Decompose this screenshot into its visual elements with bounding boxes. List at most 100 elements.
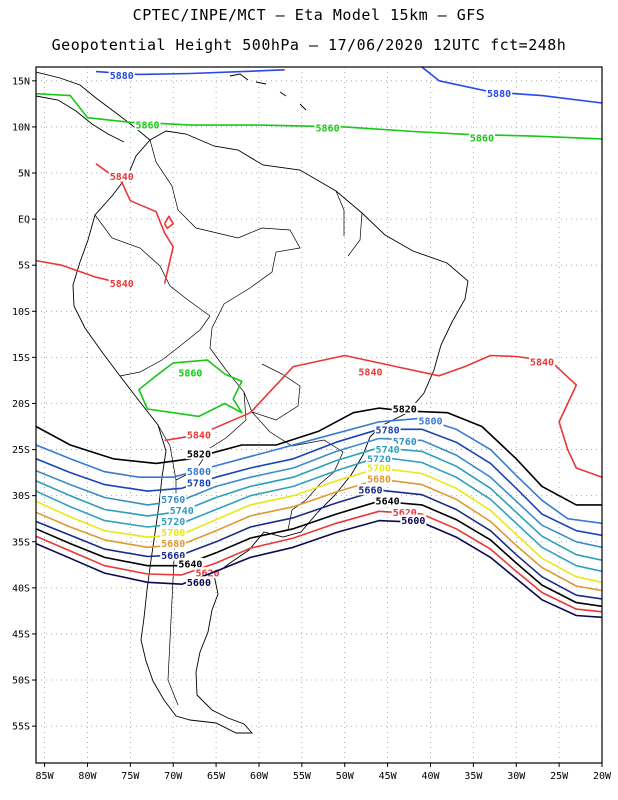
contour-label-5800: 5800 — [418, 416, 442, 427]
contour-label-bg — [391, 506, 418, 518]
y-tick-label: 55S — [12, 722, 30, 733]
contour-label-bg — [185, 576, 212, 588]
contour-line-5740 — [36, 446, 602, 561]
contour-label-5840: 5840 — [530, 357, 554, 368]
contour-line-5840 — [95, 163, 174, 284]
chart-title-line1: CPTEC/INPE/MCT – Eta Model 15km – GFS — [132, 6, 486, 24]
contour-label-5780: 5780 — [187, 478, 211, 489]
contour-label-bg — [400, 514, 427, 526]
contour-label-5820: 5820 — [393, 405, 417, 416]
contour-label-bg — [160, 493, 187, 505]
contour-label-bg — [314, 121, 341, 133]
contour-label-bg — [366, 452, 393, 464]
x-tick-label: 35W — [464, 771, 483, 782]
x-tick-label: 25W — [550, 771, 569, 782]
contour-label-5720: 5720 — [161, 517, 185, 528]
contour-label-5760: 5760 — [161, 495, 185, 506]
contour-label-bg — [177, 557, 204, 569]
x-tick-label: 80W — [78, 771, 97, 782]
y-tick-label: 35S — [12, 537, 30, 548]
y-tick-label: 15N — [12, 76, 30, 87]
x-tick-label: 40W — [421, 771, 440, 782]
x-tick-label: 20W — [593, 771, 612, 782]
contour-label-5860: 5860 — [178, 369, 202, 380]
contour-label-bg — [134, 119, 161, 131]
contour-label-bg — [185, 448, 212, 460]
contour-label-5780: 5780 — [376, 426, 400, 437]
contour-label-5840: 5840 — [358, 368, 382, 379]
y-axis-ticks: 15N 10N 5N EQ 5S 10S 15S 20S 25S 30S 35S 40S 45S 50S 5… — [12, 76, 36, 733]
contour-label-5680: 5680 — [367, 475, 391, 486]
contour-label-5640: 5640 — [178, 559, 202, 570]
contour-label-bg — [374, 495, 401, 507]
contour-line-5620 — [36, 510, 602, 613]
contour-label-bg — [357, 366, 384, 378]
contour-label-bg — [160, 526, 187, 538]
contour-label-bg — [185, 428, 212, 440]
contour-label-bg — [185, 476, 212, 488]
contour-label-bg — [185, 465, 212, 477]
contour-label-bg — [160, 515, 187, 527]
contour-label-bg — [374, 443, 401, 455]
contour-label-5660: 5660 — [161, 551, 185, 562]
contour-label-bg — [468, 131, 495, 143]
contour-label-5760: 5760 — [393, 437, 417, 448]
grid-lines — [36, 67, 603, 763]
contour-label-bg — [486, 87, 513, 99]
contour-label-5880: 5880 — [110, 71, 134, 82]
contour-label-5880: 5880 — [487, 89, 511, 100]
x-tick-label: 65W — [207, 771, 226, 782]
contour-label-bg — [528, 355, 555, 367]
contour-line-5600 — [36, 519, 602, 619]
contour-line-5820 — [36, 407, 602, 506]
x-tick-label: 85W — [36, 771, 55, 782]
contour-label-5820: 5820 — [187, 450, 211, 461]
y-tick-label: 50S — [12, 676, 30, 687]
contour-label-bg — [177, 367, 204, 379]
contour-label-bg — [168, 504, 195, 516]
x-tick-label: 55W — [293, 771, 312, 782]
contour-label-bg — [417, 414, 444, 426]
contour-line-5860 — [138, 359, 243, 418]
y-tick-label: 15S — [12, 353, 30, 364]
contour-label-bg — [160, 549, 187, 561]
contour-label-5860: 5860 — [316, 123, 340, 134]
contour-label-bg — [160, 537, 187, 549]
contour-line-5700 — [36, 467, 602, 584]
contour-label-5800: 5800 — [187, 467, 211, 478]
y-tick-label: 25S — [12, 445, 30, 456]
contour-label-bg — [391, 435, 418, 447]
contour-line-5840 — [164, 354, 602, 478]
contour-line-5660 — [36, 489, 602, 600]
y-tick-label: 10S — [12, 307, 30, 318]
x-axis-ticks: 85W 80W 75W 70W 65W 60W 55W 50W 45W 40W 35W 30W 25W 2… — [36, 763, 612, 782]
contour-label-bg — [374, 424, 401, 436]
contour-label-5860: 5860 — [135, 121, 159, 132]
contour-label-5740: 5740 — [376, 445, 400, 456]
y-tick-label: 5N — [18, 169, 30, 180]
contour-label-bg — [366, 473, 393, 485]
contour-line-5840 — [163, 215, 174, 230]
contour-label-bg — [357, 484, 384, 496]
y-tick-label: EQ — [18, 215, 30, 226]
contour-line-5800 — [36, 417, 602, 525]
contour-label-5700: 5700 — [367, 464, 391, 475]
x-tick-label: 45W — [379, 771, 398, 782]
contour-label-5840: 5840 — [110, 279, 134, 290]
y-tick-label: 40S — [12, 583, 30, 594]
contour-line-5720 — [36, 456, 602, 573]
contour-label-5600: 5600 — [401, 516, 425, 527]
contour-label-bg — [108, 277, 135, 289]
south-america-coastline — [72, 130, 469, 734]
plot-frame — [35, 66, 603, 764]
contour-label-5840: 5840 — [110, 172, 134, 183]
x-tick-label: 70W — [164, 771, 183, 782]
x-tick-label: 50W — [336, 771, 355, 782]
contour-lines: 5880 5880 5860 5860 5860 5860 5840 5840 5840 5840… — [36, 67, 602, 619]
x-tick-label: 75W — [121, 771, 140, 782]
contour-line-5760 — [36, 437, 602, 549]
contour-label-5660: 5660 — [358, 486, 382, 497]
contour-label-5600: 5600 — [187, 578, 211, 589]
contour-label-bg — [194, 567, 221, 579]
